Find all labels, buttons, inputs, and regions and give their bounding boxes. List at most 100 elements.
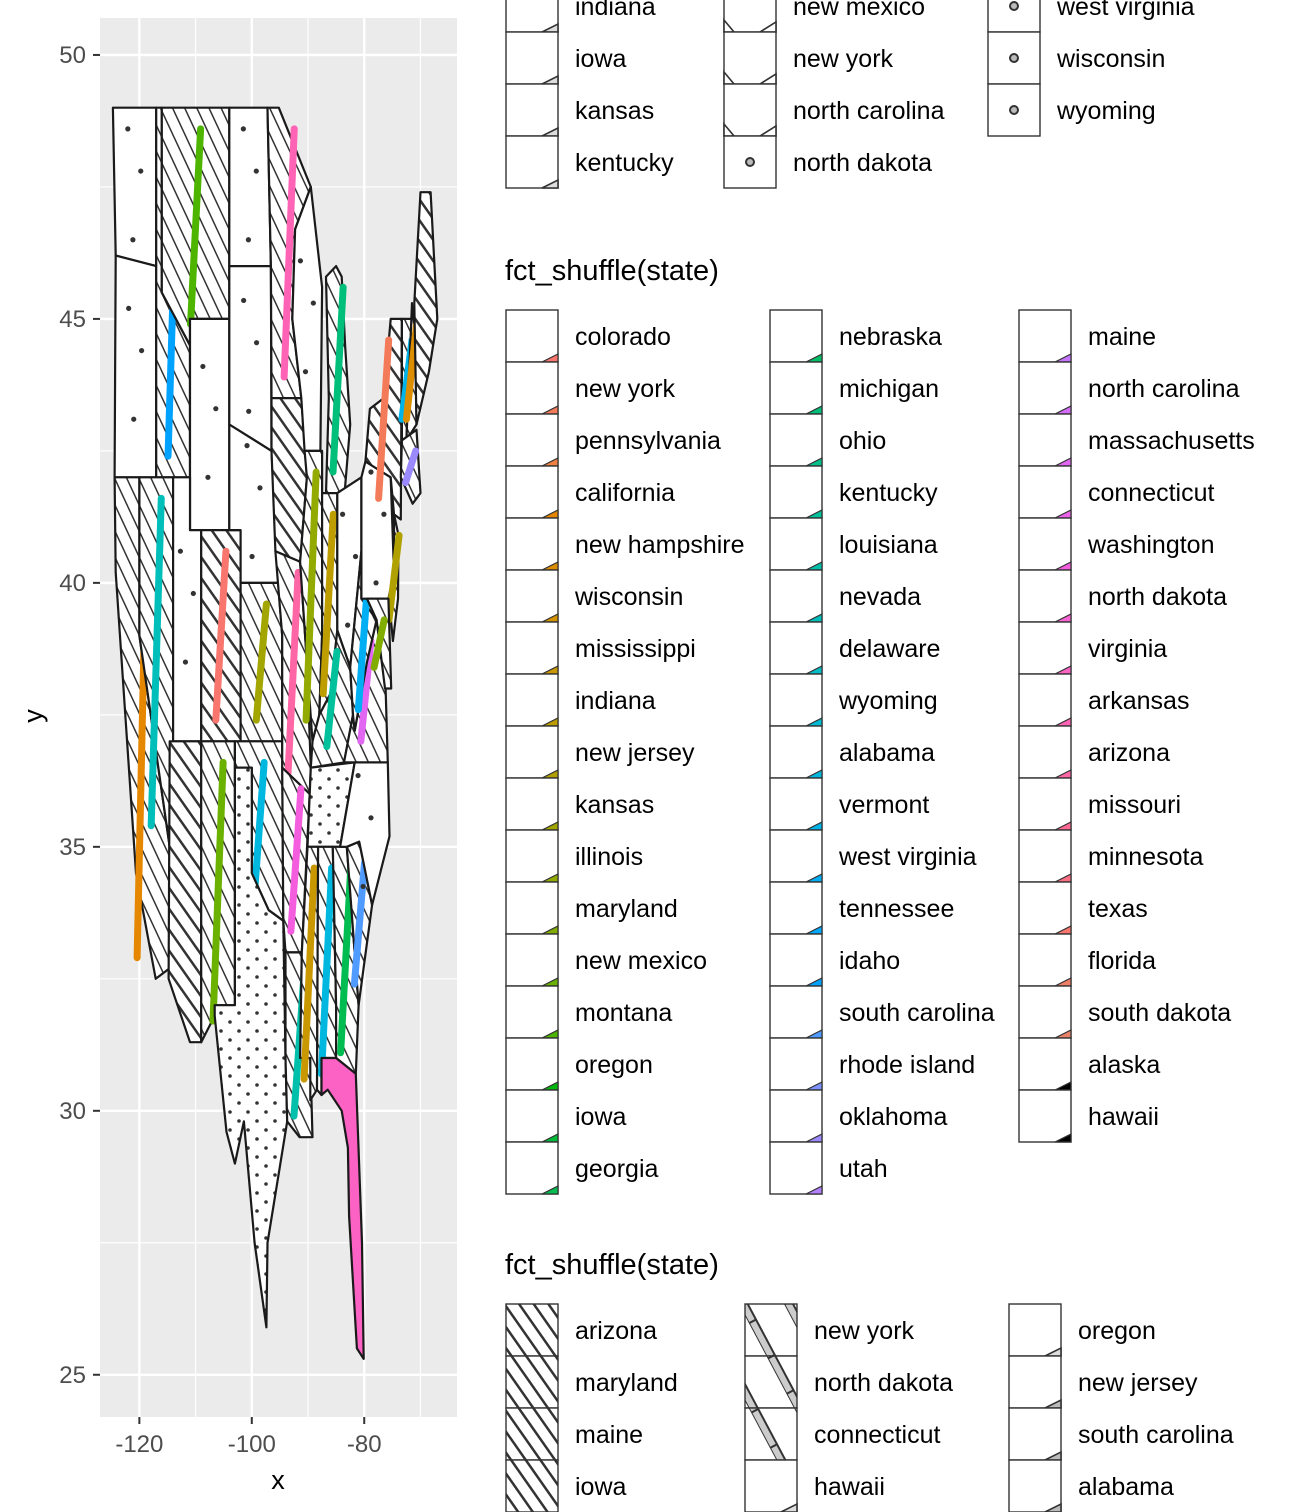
state-point <box>302 369 309 375</box>
legend-key <box>1018 1037 1072 1091</box>
legend-label: maryland <box>575 1369 678 1397</box>
state-oregon <box>113 254 158 479</box>
legend-key <box>1018 777 1072 831</box>
state-color-stripe <box>284 568 302 777</box>
state-new-mexico <box>200 740 236 1044</box>
legend-label: michigan <box>839 375 939 403</box>
legend-key <box>505 1037 559 1091</box>
legend-key <box>769 985 823 1039</box>
state-shape <box>413 191 439 426</box>
legend-key <box>505 829 559 883</box>
legend-label: mississippi <box>575 635 696 663</box>
legend-key <box>505 0 559 33</box>
state-new-jersey <box>385 513 403 643</box>
legend-label: kansas <box>575 97 654 125</box>
state-florida <box>320 1056 365 1361</box>
state-washington <box>111 106 158 268</box>
state-point <box>213 406 219 412</box>
state-point <box>138 168 144 174</box>
state-color-stripe <box>323 648 341 751</box>
legend-label: indiana <box>575 687 656 715</box>
state-point <box>244 443 250 449</box>
state-point <box>200 363 206 370</box>
state-color-stripe <box>147 494 165 830</box>
legend-key <box>1018 569 1072 623</box>
legend-key <box>505 1355 559 1409</box>
legend-key <box>769 1037 823 1091</box>
legend-label: idaho <box>839 947 900 975</box>
legend-label: west virginia <box>838 843 977 871</box>
legend-label: montana <box>575 999 672 1027</box>
legend-key <box>505 361 559 415</box>
legend-key <box>505 413 559 467</box>
state-point <box>345 622 351 628</box>
legend-key <box>505 135 559 189</box>
state-color-stripe <box>357 637 375 745</box>
legend-key <box>723 31 777 85</box>
legend-label: kentucky <box>839 479 938 507</box>
state-color-stripe <box>209 758 227 1025</box>
state-color-stripe <box>302 468 320 724</box>
legend-label: north carolina <box>1088 375 1240 403</box>
legend-label: nevada <box>839 583 921 611</box>
legend-label: minnesota <box>1088 843 1203 871</box>
state-point <box>130 237 136 243</box>
x-tick-label: -100 <box>228 1431 276 1458</box>
y-axis-title: y <box>18 709 48 723</box>
legend-label: arkansas <box>1088 687 1189 715</box>
state-arizona <box>167 740 203 1044</box>
legend-label: oklahoma <box>839 1103 947 1131</box>
legend-label: alabama <box>1078 1473 1174 1501</box>
legend-key <box>744 1303 798 1357</box>
state-point <box>241 297 247 304</box>
legend-key <box>505 31 559 85</box>
legend-key <box>505 933 559 987</box>
legend-label: south carolina <box>839 999 995 1027</box>
axes: -120 -100 -80 25 30 35 40 45 50 <box>59 42 381 1458</box>
legend-label: pennsylvania <box>575 427 721 455</box>
state-point <box>177 548 183 554</box>
legend-label: new jersey <box>1078 1369 1198 1397</box>
legend-label: north carolina <box>793 97 945 125</box>
state-point <box>355 772 361 779</box>
state-point <box>368 815 374 821</box>
legend-label: california <box>575 479 675 507</box>
legend-key <box>723 135 777 189</box>
legend-label: new mexico <box>793 0 925 21</box>
legend-label: north dakota <box>793 149 932 177</box>
legend-label: oregon <box>575 1051 653 1079</box>
state-point <box>257 485 263 491</box>
legend-label: iowa <box>575 1473 627 1501</box>
legend-key <box>769 1141 823 1195</box>
state-color-stripe <box>350 859 369 988</box>
state-point <box>246 408 252 414</box>
state-point <box>249 553 255 560</box>
legend-key <box>1018 985 1072 1039</box>
state-color-stripe <box>319 510 337 698</box>
legend-label: virginia <box>1088 635 1167 663</box>
x-tick-label: -120 <box>115 1431 163 1458</box>
legend-key <box>505 1141 559 1195</box>
legend-key <box>1018 465 1072 519</box>
legend-label: wyoming <box>838 687 938 715</box>
legend-key <box>769 881 823 935</box>
legend-label: missouri <box>1088 791 1181 819</box>
state-shape <box>167 740 203 1044</box>
legend-key <box>1018 725 1072 779</box>
y-tick-label: 40 <box>59 570 86 597</box>
state-color-stripe <box>375 336 393 502</box>
state-point <box>360 883 366 890</box>
state-color-stripe <box>318 864 336 1078</box>
legend-key <box>505 517 559 571</box>
y-tick-label: 30 <box>59 1098 86 1125</box>
state-shape <box>320 1056 365 1361</box>
state-north-dakota <box>228 106 272 268</box>
state-point <box>310 300 316 306</box>
legend-key <box>505 1303 559 1357</box>
legend-label: alaska <box>1088 1051 1160 1079</box>
legend-key <box>744 1459 798 1512</box>
state-point <box>368 469 374 475</box>
state-point <box>352 553 359 560</box>
state-color-stripe <box>402 447 420 487</box>
legend-label: alabama <box>839 739 935 767</box>
